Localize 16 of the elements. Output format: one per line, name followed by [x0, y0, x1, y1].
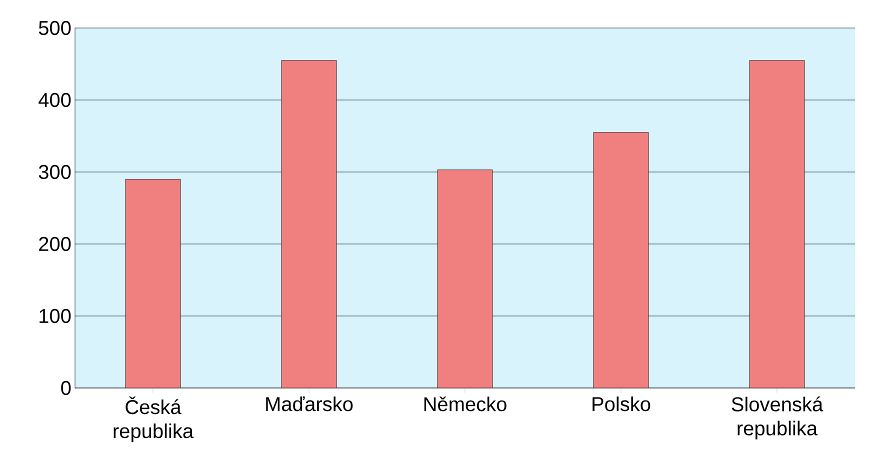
bar [593, 132, 649, 388]
y-tick-label: 100 [40, 308, 71, 324]
x-tick-label: Slovenská republika [732, 396, 824, 440]
y-tick-label: 0 [61, 380, 71, 396]
bar [125, 178, 181, 388]
bar [281, 60, 337, 388]
bar [749, 60, 805, 388]
x-tick-label: Česká republika [114, 396, 194, 442]
bar [437, 170, 493, 388]
x-tick-label: Německo [424, 396, 506, 412]
x-tick-label: Polsko [592, 396, 650, 412]
y-tick-label: 400 [38, 92, 71, 108]
y-tick-label: 200 [39, 236, 71, 252]
x-tick-label: Maďarsko [266, 396, 353, 412]
y-tick-label: 300 [38, 164, 71, 180]
y-tick-label: 500 [38, 20, 71, 36]
